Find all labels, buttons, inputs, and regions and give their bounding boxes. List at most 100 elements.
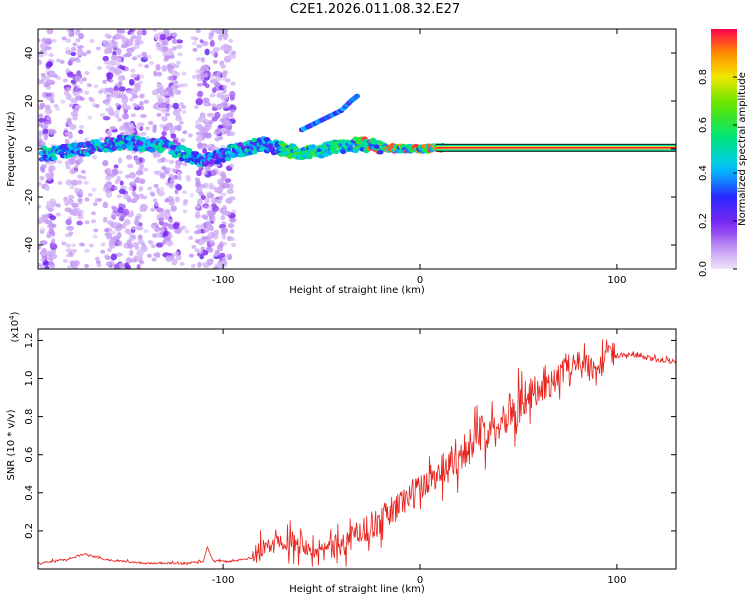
noise-cell [88, 97, 94, 102]
noise-cell [84, 70, 90, 75]
noise-cell [71, 169, 77, 174]
noise-cell [129, 88, 138, 96]
noise-cell [84, 220, 90, 225]
noise-cell [171, 258, 178, 266]
noise-cell [209, 40, 215, 47]
noise-cell [56, 76, 62, 81]
ridge-cell [219, 157, 226, 163]
noise-cell [124, 125, 130, 130]
noise-cell [151, 257, 157, 262]
y-tick-label: 40 [24, 47, 35, 60]
noise-cell [204, 48, 210, 56]
noise-cell [96, 263, 102, 268]
colorbar-tick-label: 0.0 [698, 261, 709, 277]
noise-cell [45, 92, 52, 97]
noise-cell [220, 227, 229, 234]
noise-cell [48, 53, 54, 58]
noise-cell [204, 165, 211, 173]
snr-x-axis-label: Height of straight line (km) [289, 584, 425, 595]
noise-cell [205, 246, 211, 251]
noise-cell [175, 254, 182, 261]
noise-cell [105, 191, 113, 198]
noise-cell [198, 191, 204, 196]
noise-cell [217, 190, 223, 195]
noise-cell [113, 164, 119, 169]
noise-cell [98, 136, 104, 141]
noise-cell [230, 218, 236, 223]
noise-cell [43, 75, 51, 81]
noise-cell [75, 58, 81, 63]
noise-cell [122, 54, 128, 59]
noise-cell [134, 82, 142, 90]
spectrogram-cells [38, 29, 676, 269]
noise-cell [152, 29, 158, 32]
noise-cell [177, 175, 182, 181]
snr-x-tick-label: 0 [417, 575, 423, 586]
noise-cell [76, 220, 83, 226]
noise-cell [211, 87, 217, 94]
noise-cell [114, 263, 119, 269]
noise-cell [77, 47, 82, 53]
noise-cell [148, 121, 154, 126]
noise-cell [168, 234, 174, 239]
noise-cell [206, 112, 215, 118]
noise-cell [117, 157, 123, 165]
chart-title: C2E1.2026.011.08.32.E27 [289, 2, 461, 17]
noise-cell [231, 242, 237, 247]
noise-cell [119, 125, 127, 131]
noise-cell [65, 68, 70, 73]
noise-cell [208, 182, 214, 189]
noise-cell [168, 218, 174, 224]
noise-cell [120, 65, 126, 71]
noise-cell [115, 252, 123, 257]
noise-cell [213, 82, 221, 87]
noise-cell [186, 177, 192, 182]
noise-cell [147, 186, 153, 191]
noise-cell [41, 251, 47, 256]
noise-cell [130, 68, 136, 73]
colorbar [711, 29, 737, 269]
y-tick-label: 0 [24, 146, 35, 152]
snr-multiplier-exponent: 4 [8, 315, 16, 320]
x-tick-label: -100 [212, 275, 235, 286]
noise-cell [140, 113, 147, 119]
noise-cell [38, 118, 46, 123]
branch-cell [354, 93, 360, 99]
noise-cell [135, 170, 144, 176]
noise-cell [174, 89, 182, 95]
noise-cell [77, 174, 83, 179]
noise-cell [75, 38, 81, 43]
noise-cell [114, 109, 120, 114]
noise-cell [202, 147, 208, 154]
noise-cell [135, 176, 141, 182]
noise-cell [157, 190, 165, 197]
noise-cell [205, 238, 211, 243]
noise-cell [46, 86, 52, 91]
noise-cell [38, 38, 41, 43]
noise-cell [165, 255, 173, 262]
noise-cell [222, 77, 228, 82]
ridge-cell [373, 144, 381, 150]
noise-cell [91, 187, 97, 192]
noise-cell [192, 41, 198, 46]
ridge-cell [370, 137, 377, 143]
noise-cell [167, 66, 173, 74]
noise-cell [130, 113, 136, 118]
noise-cell [196, 198, 203, 205]
noise-cell [197, 135, 203, 142]
noise-cell [48, 168, 54, 173]
noise-cell [139, 74, 145, 79]
y-tick-label: 20 [24, 95, 35, 108]
noise-cell [188, 253, 194, 258]
noise-cell [197, 117, 203, 122]
noise-cell [182, 83, 188, 88]
noise-cell [227, 222, 235, 229]
noise-cell [215, 199, 221, 204]
noise-cell [220, 63, 226, 68]
noise-cell [168, 50, 174, 55]
noise-cell [179, 261, 185, 266]
snr-y-tick-label: 0.6 [24, 447, 35, 463]
noise-cell [101, 40, 107, 45]
noise-cell [144, 64, 150, 69]
noise-cell [204, 221, 210, 226]
